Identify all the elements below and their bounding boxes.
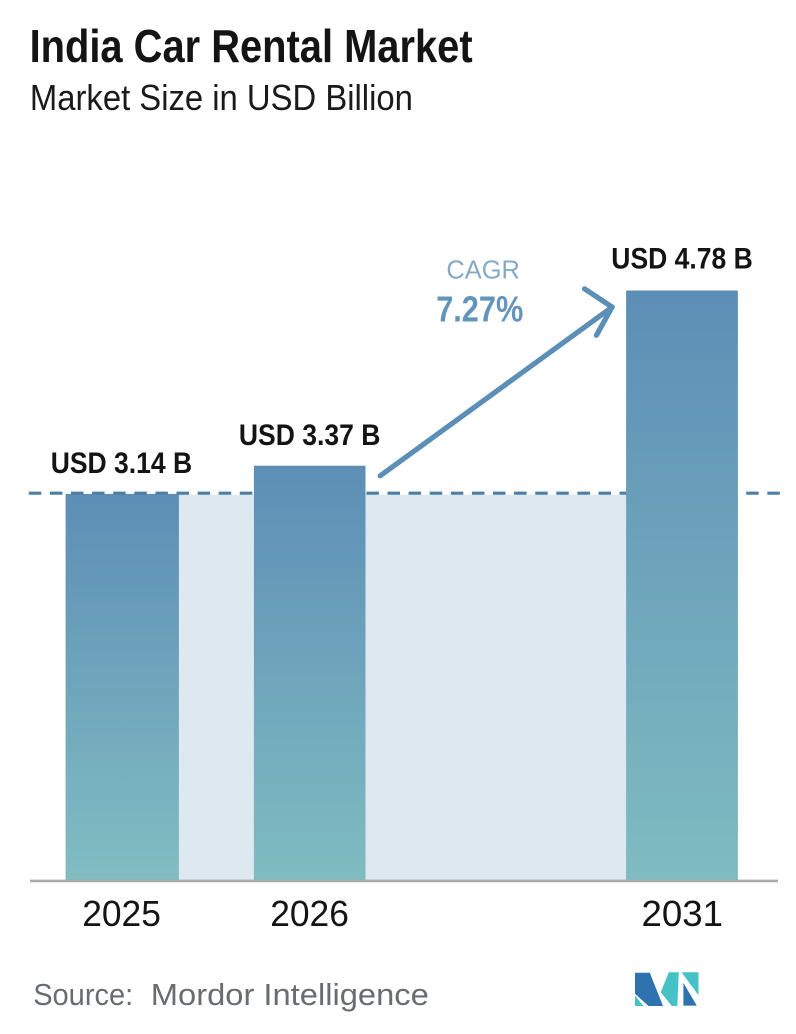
svg-text:7.27%: 7.27%	[436, 288, 523, 329]
svg-text:2025: 2025	[82, 893, 161, 934]
svg-text:Market Size in USD Billion: Market Size in USD Billion	[30, 77, 413, 118]
svg-text:Mordor Intelligence: Mordor Intelligence	[151, 977, 429, 1012]
svg-text:2026: 2026	[270, 893, 349, 934]
svg-text:India Car Rental Market: India Car Rental Market	[30, 20, 473, 72]
svg-text:CAGR: CAGR	[446, 255, 520, 285]
svg-text:USD 4.78 B: USD 4.78 B	[611, 243, 753, 276]
svg-text:2031: 2031	[642, 893, 724, 934]
svg-text:USD 3.14 B: USD 3.14 B	[51, 447, 193, 480]
svg-text:Source:: Source:	[33, 977, 133, 1012]
svg-text:USD 3.37 B: USD 3.37 B	[239, 419, 381, 452]
